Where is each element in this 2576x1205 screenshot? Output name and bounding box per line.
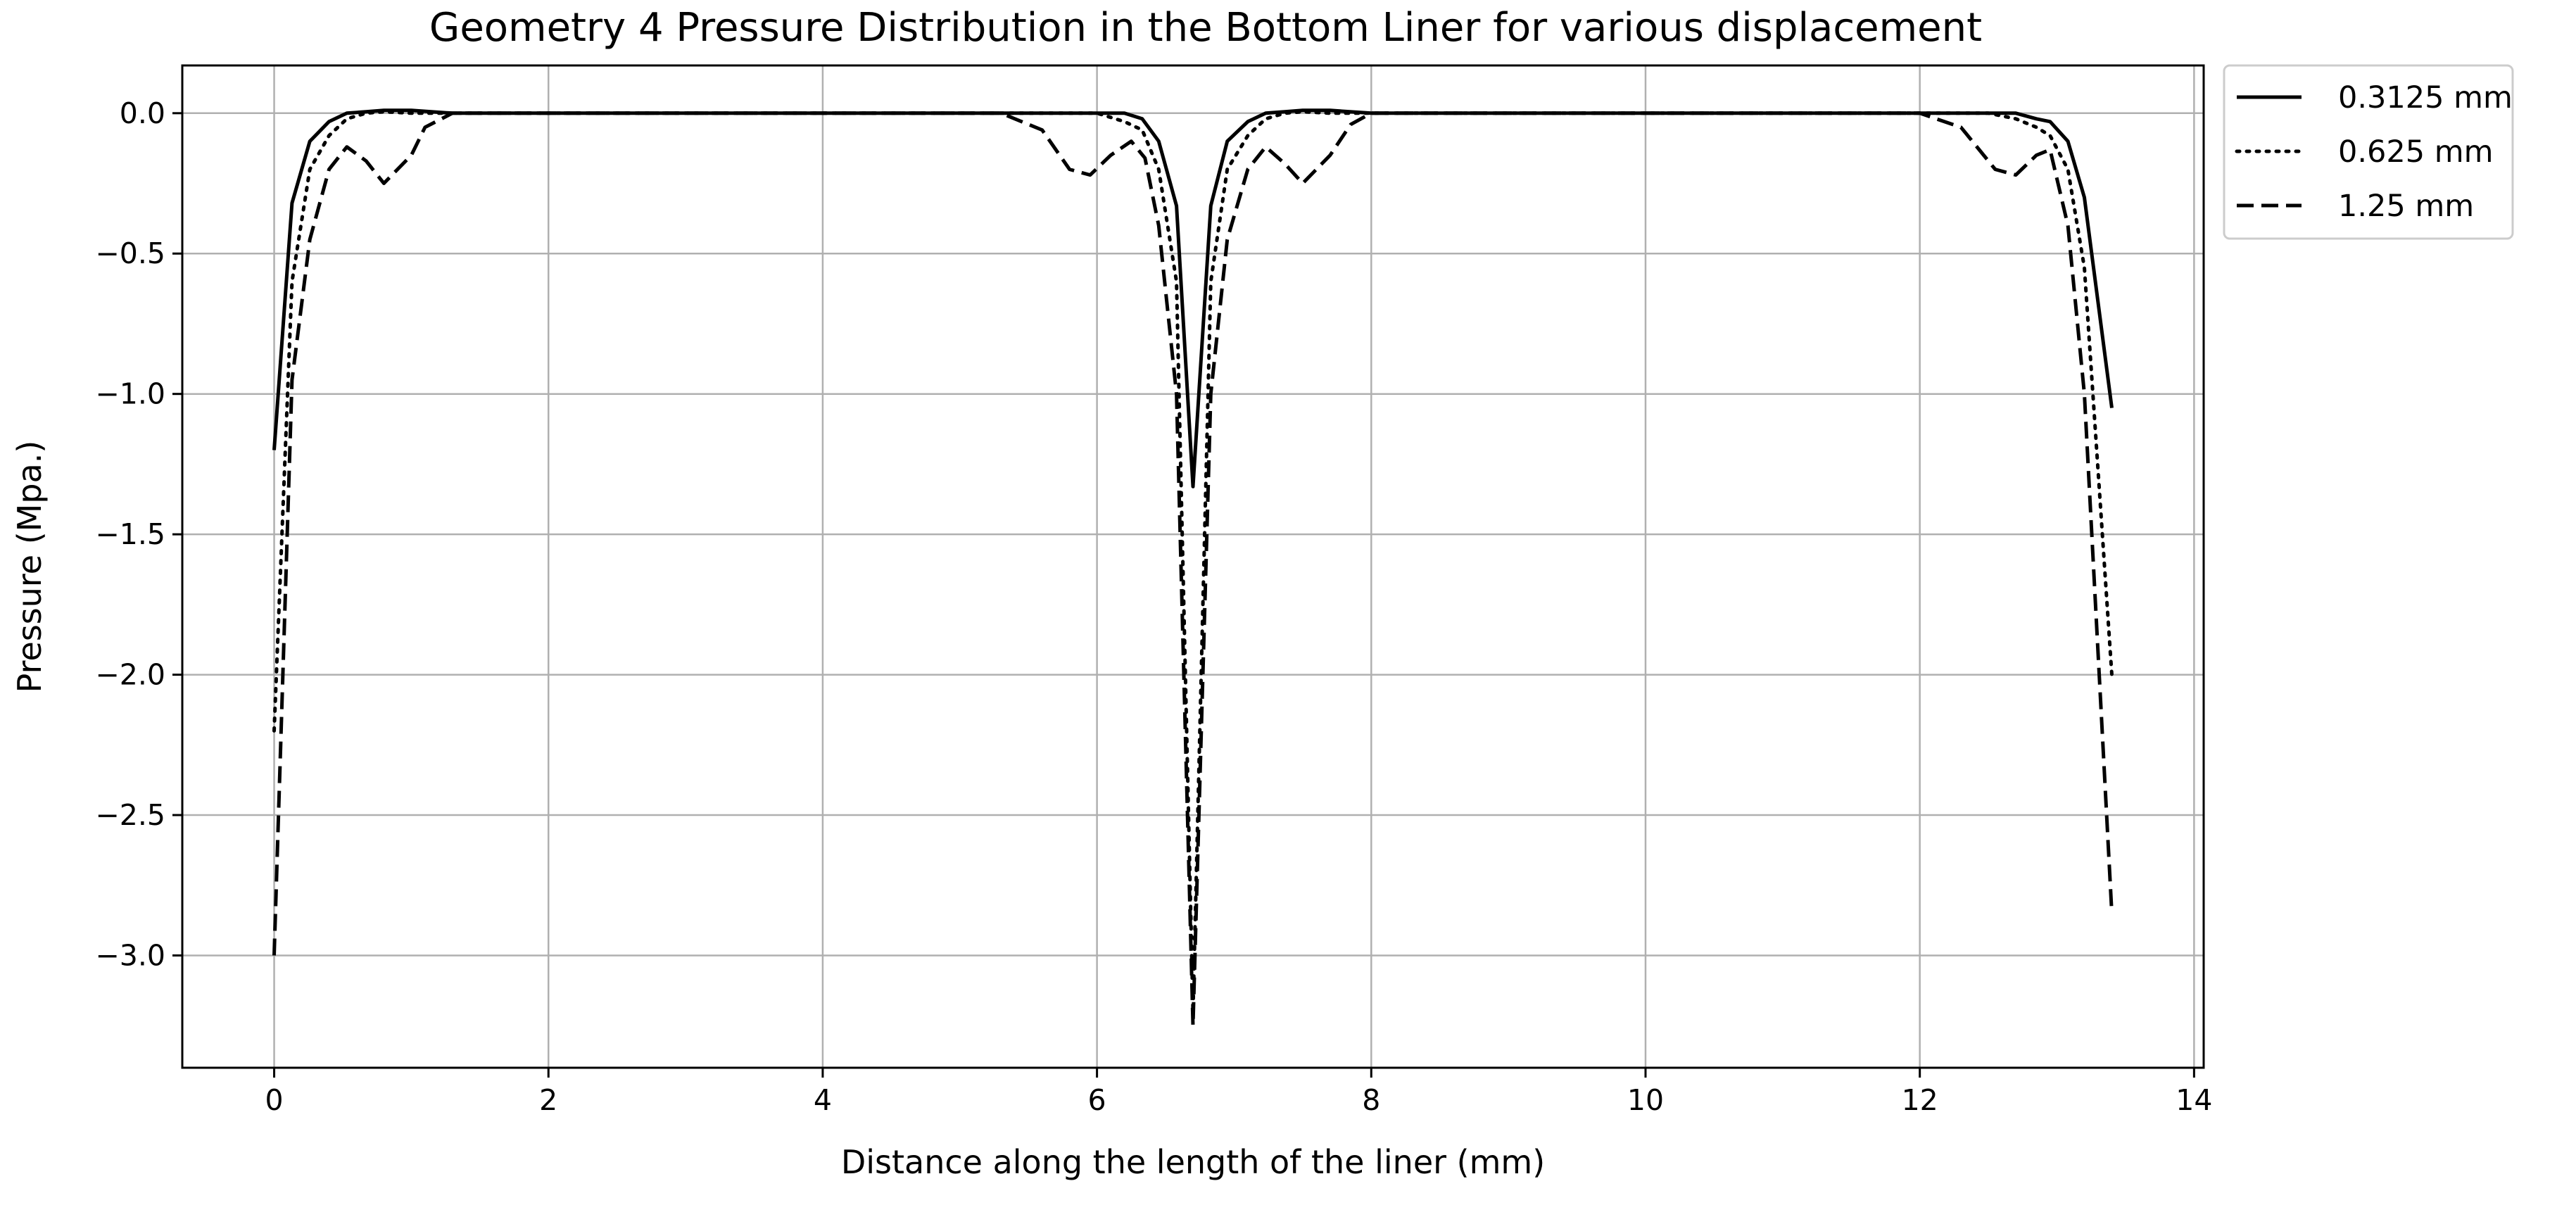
legend-label-1: 0.625 mm [2338, 134, 2494, 170]
legend-label-2: 1.25 mm [2338, 189, 2474, 224]
x-tick-label: 8 [1362, 1083, 1380, 1117]
y-tick-label: −1.5 [95, 517, 165, 551]
y-tick-label: −2.5 [95, 798, 165, 832]
chart-title: Geometry 4 Pressure Distribution in the … [429, 5, 1982, 51]
x-axis-ticks: 0 2 4 6 8 10 12 14 [265, 1068, 2212, 1117]
x-tick-label: 10 [1627, 1083, 1664, 1117]
series-layer [272, 108, 2114, 1028]
series-line-2 [272, 111, 2114, 1028]
legend-items: 0.3125 mm 0.625 mm 1.25 mm [2235, 80, 2513, 224]
x-tick-label: 0 [265, 1083, 283, 1117]
x-tick-label: 14 [2176, 1083, 2212, 1117]
series-line-1 [272, 110, 2114, 1014]
y-tick-label: −2.0 [95, 658, 165, 692]
x-tick-label: 4 [814, 1083, 832, 1117]
y-axis-label: Pressure (Mpa.) [11, 441, 49, 693]
x-axis-label: Distance along the length of the liner (… [841, 1143, 1545, 1181]
y-tick-label: −0.5 [95, 236, 165, 270]
plot-frame [181, 64, 2205, 1069]
x-tick-label: 2 [539, 1083, 557, 1117]
legend: 0.3125 mm 0.625 mm 1.25 mm [2223, 64, 2514, 240]
series-line-0 [272, 108, 2114, 488]
x-tick-label: 12 [1902, 1083, 1938, 1117]
legend-box [2223, 64, 2514, 240]
y-tick-label: 0.0 [120, 96, 165, 130]
x-tick-label: 6 [1088, 1083, 1106, 1117]
y-tick-label: −3.0 [95, 938, 165, 972]
y-tick-label: −1.0 [95, 377, 165, 411]
y-axis-ticks: 0.0 −0.5 −1.0 −1.5 −2.0 −2.5 −3.0 [95, 96, 182, 972]
legend-label-0: 0.3125 mm [2338, 80, 2513, 115]
